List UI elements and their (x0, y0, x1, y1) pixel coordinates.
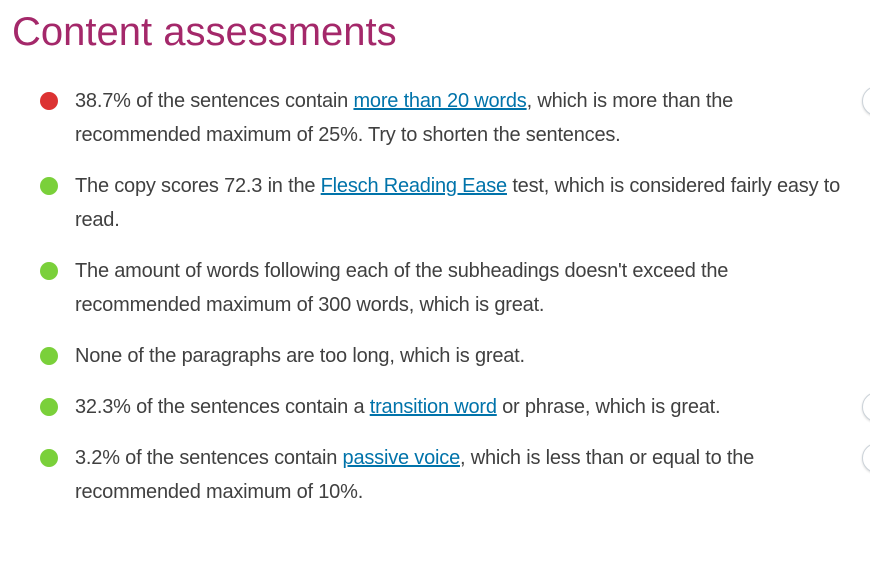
assessment-item-subheading-distribution: The amount of words following each of th… (0, 254, 870, 322)
green-dot-icon (40, 177, 58, 195)
red-dot-icon (40, 92, 58, 110)
green-dot-icon (40, 262, 58, 280)
green-dot-icon (40, 347, 58, 365)
assessment-text-segment: 3.2% of the sentences contain (75, 447, 343, 469)
assessment-item-sentence-length: 38.7% of the sentences contain more than… (0, 84, 870, 152)
assessment-text: 38.7% of the sentences contain more than… (75, 90, 733, 146)
assessment-text-segment: 32.3% of the sentences contain a (75, 396, 370, 418)
assessment-text: The amount of words following each of th… (75, 260, 728, 316)
assessment-text-segment: , which is less than or equal to the rec… (75, 447, 755, 503)
assessment-text: 32.3% of the sentences contain a transit… (75, 396, 721, 418)
eye-mark-button[interactable] (862, 86, 870, 116)
assessment-item-transition-words: 32.3% of the sentences contain a transit… (0, 390, 870, 424)
assessment-link-flesch-reading-ease[interactable]: Flesch Reading Ease (320, 175, 508, 197)
eye-mark-button[interactable] (862, 443, 870, 473)
assessments-list: 38.7% of the sentences contain more than… (0, 84, 870, 509)
assessment-item-flesch-reading-ease: The copy scores 72.3 in the Flesch Readi… (0, 169, 870, 237)
assessment-text: The copy scores 72.3 in the Flesch Readi… (75, 175, 840, 231)
assessment-text-segment: , which is more than the recommended max… (75, 90, 734, 146)
assessment-text: None of the paragraphs are too long, whi… (75, 345, 525, 367)
eye-mark-button[interactable] (862, 392, 870, 422)
assessment-text-segment: The copy scores 72.3 in the (75, 175, 321, 197)
assessment-link-passive-voice[interactable]: passive voice (342, 447, 461, 469)
assessment-text: 3.2% of the sentences contain passive vo… (75, 447, 754, 503)
assessment-link-transition-words[interactable]: transition word (369, 396, 497, 418)
assessment-text-segment: or phrase, which is great. (496, 396, 721, 418)
assessment-item-paragraph-length: None of the paragraphs are too long, whi… (0, 339, 870, 373)
green-dot-icon (40, 449, 58, 467)
assessment-text-segment: 38.7% of the sentences contain (75, 90, 354, 112)
assessment-item-passive-voice: 3.2% of the sentences contain passive vo… (0, 441, 870, 509)
assessment-text-segment: None of the paragraphs are too long, whi… (75, 345, 525, 367)
green-dot-icon (40, 398, 58, 416)
assessment-link-sentence-length[interactable]: more than 20 words (353, 90, 527, 112)
assessment-text-segment: The amount of words following each of th… (75, 260, 729, 316)
content-assessments-heading: Content assessments (12, 10, 397, 54)
assessment-text-segment: test, which is considered fairly easy to… (75, 175, 841, 231)
